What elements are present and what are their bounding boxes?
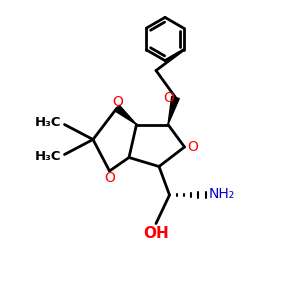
Text: H₃C: H₃C (34, 150, 61, 163)
Polygon shape (168, 97, 179, 124)
Text: H₃C: H₃C (34, 116, 61, 129)
Text: O: O (104, 171, 115, 184)
Text: O: O (164, 91, 174, 104)
Text: NH₂: NH₂ (209, 188, 236, 201)
Polygon shape (115, 105, 136, 124)
Text: O: O (112, 95, 123, 109)
Text: O: O (188, 140, 198, 154)
Text: OH: OH (143, 226, 169, 242)
